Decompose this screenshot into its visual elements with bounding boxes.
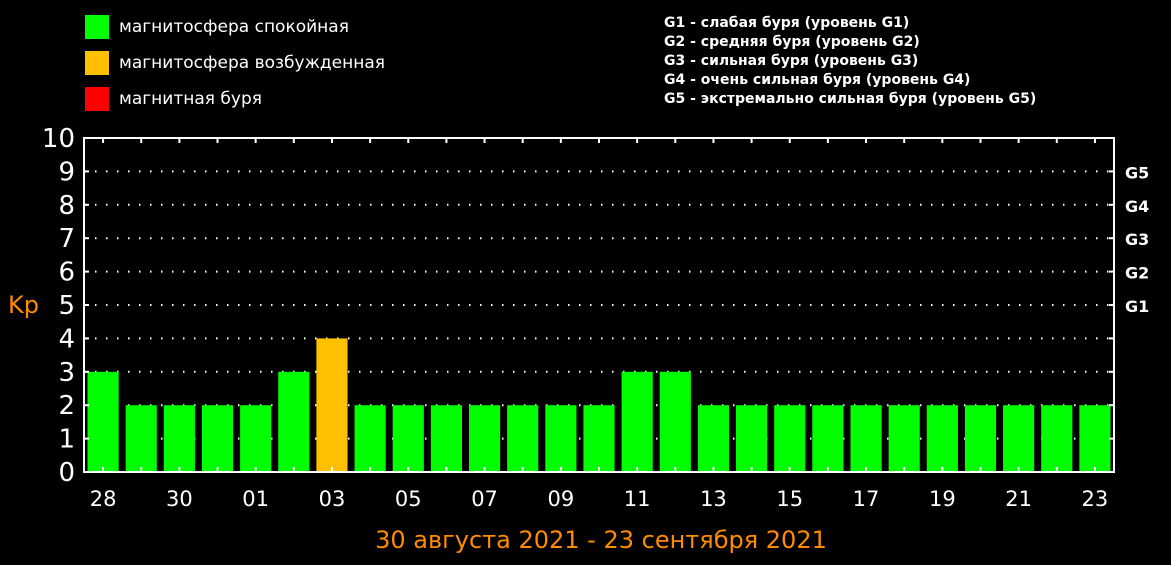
- legend-item-active: магнитосфера возбужденная: [85, 50, 385, 76]
- y-tick-label: 0: [58, 458, 75, 488]
- legend-item-storm: магнитная буря: [85, 86, 385, 112]
- bar: [392, 405, 424, 472]
- legend-swatch-storm: [85, 87, 109, 111]
- bar: [774, 405, 806, 472]
- legend-label-quiet: магнитосфера спокойная: [119, 17, 349, 37]
- bar: [87, 371, 119, 472]
- bar: [812, 405, 844, 472]
- storm-level-g1: G1 - слабая буря (уровень G1): [664, 15, 910, 31]
- bar: [430, 405, 462, 472]
- legend-label-active: магнитосфера возбужденная: [119, 53, 385, 73]
- bar: [697, 405, 730, 472]
- legend: магнитосфера спокойная магнитосфера возб…: [85, 14, 385, 122]
- x-tick-label: 23: [1082, 487, 1109, 511]
- x-tick-label: 01: [242, 487, 269, 511]
- legend-label-storm: магнитная буря: [119, 89, 262, 109]
- x-tick-label: 09: [547, 487, 574, 511]
- bar: [468, 405, 501, 472]
- y-tick-label: 4: [58, 324, 75, 354]
- x-tick-label: 15: [776, 487, 803, 511]
- x-tick-label: 19: [929, 487, 956, 511]
- x-axis-label: 30 августа 2021 - 23 сентября 2021: [375, 526, 827, 554]
- storm-level-label: G3: [1125, 230, 1149, 249]
- y-tick-label: 6: [58, 258, 75, 288]
- bar: [583, 405, 615, 472]
- bar: [201, 405, 234, 472]
- storm-level-label: G4: [1125, 197, 1149, 216]
- bar: [125, 405, 157, 472]
- x-tick-label: 17: [853, 487, 880, 511]
- y-tick-label: 1: [58, 425, 75, 455]
- bar: [926, 405, 958, 472]
- bar: [240, 405, 272, 472]
- bar: [850, 405, 882, 472]
- x-tick-label: 21: [1005, 487, 1032, 511]
- y-tick-label: 10: [42, 124, 75, 154]
- x-tick-label: 11: [624, 487, 651, 511]
- storm-level-g4: G4 - очень сильная буря (уровень G4): [664, 72, 971, 88]
- y-tick-label: 9: [58, 157, 75, 187]
- x-tick-label: 13: [700, 487, 727, 511]
- bar: [621, 371, 653, 472]
- y-axis-label: Kp: [8, 291, 39, 319]
- x-tick-label: 05: [395, 487, 422, 511]
- storm-level-label: G2: [1125, 264, 1149, 283]
- bar: [1041, 405, 1073, 472]
- legend-item-quiet: магнитосфера спокойная: [85, 14, 385, 40]
- legend-swatch-quiet: [85, 15, 109, 39]
- y-tick-label: 8: [58, 191, 75, 221]
- y-tick-label: 5: [58, 291, 75, 321]
- bar: [1003, 405, 1035, 472]
- bar: [964, 405, 997, 472]
- bar: [163, 405, 195, 472]
- bar: [507, 405, 539, 472]
- x-tick-label: 07: [471, 487, 498, 511]
- y-tick-label: 7: [58, 224, 75, 254]
- legend-swatch-active: [85, 51, 109, 75]
- bar: [1079, 405, 1111, 472]
- bar: [888, 405, 920, 472]
- x-tick-label: 03: [319, 487, 346, 511]
- storm-level-g2: G2 - средняя буря (уровень G2): [664, 34, 920, 50]
- storm-level-label: G1: [1125, 297, 1149, 316]
- bar: [659, 371, 691, 472]
- y-tick-label: 2: [58, 391, 75, 421]
- bar: [545, 405, 577, 472]
- storm-level-legend: G1 - слабая буря (уровень G1) G2 - средн…: [664, 14, 1036, 109]
- x-tick-label: 30: [166, 487, 193, 511]
- bar: [278, 371, 310, 472]
- bar: [736, 405, 768, 472]
- storm-level-label: G5: [1125, 163, 1149, 182]
- bar: [316, 338, 348, 472]
- storm-level-g5: G5 - экстремально сильная буря (уровень …: [664, 91, 1037, 107]
- storm-level-g3: G3 - сильная буря (уровень G3): [664, 53, 919, 69]
- y-tick-label: 3: [58, 358, 75, 388]
- bar: [354, 405, 386, 472]
- x-tick-label: 28: [90, 487, 117, 511]
